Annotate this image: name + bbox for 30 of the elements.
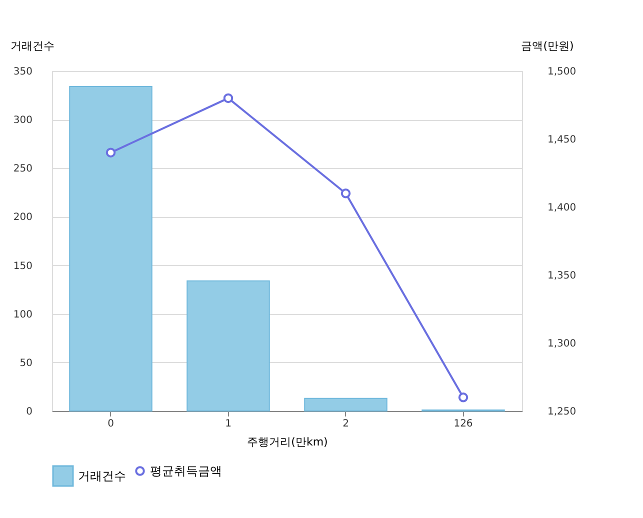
x-tick-label: 1 xyxy=(225,418,232,430)
legend-label: 평균취득금액 xyxy=(150,464,222,478)
x-tick-label: 126 xyxy=(454,418,473,430)
bar xyxy=(69,86,152,412)
y-tick-label: 100 xyxy=(13,309,32,320)
y2-tick-label: 1,350 xyxy=(548,270,576,282)
x-tick-label: 2 xyxy=(342,418,349,430)
bar xyxy=(304,398,388,412)
y2-tick-label: 1,400 xyxy=(548,202,576,214)
y-tick-label: 250 xyxy=(13,164,32,175)
y-tick-label: 300 xyxy=(13,115,32,126)
point xyxy=(106,148,116,158)
y2-tick-label: 1,450 xyxy=(548,134,576,146)
x-axis-title: 주행거리(만km) xyxy=(247,436,328,448)
legend-label: 거래건수 xyxy=(78,469,126,483)
x-tick-label: 0 xyxy=(108,418,114,430)
bar xyxy=(186,280,270,412)
y2-tick-label: 1,300 xyxy=(548,338,576,350)
y-tick-label: 150 xyxy=(13,260,32,272)
y-tick-label: 350 xyxy=(13,66,32,78)
point xyxy=(223,93,234,104)
y2-tick-label: 1,250 xyxy=(548,406,576,418)
point xyxy=(340,188,351,198)
y-tick-label: 0 xyxy=(26,406,32,418)
y2-axis-title: 금액(만원) xyxy=(521,40,574,52)
y-axis-title: 거래건수 xyxy=(10,40,54,52)
y2-tick-label: 1,500 xyxy=(548,66,576,78)
point xyxy=(458,392,468,402)
y-tick-label: 200 xyxy=(13,212,32,224)
y-tick-label: 50 xyxy=(20,358,32,369)
